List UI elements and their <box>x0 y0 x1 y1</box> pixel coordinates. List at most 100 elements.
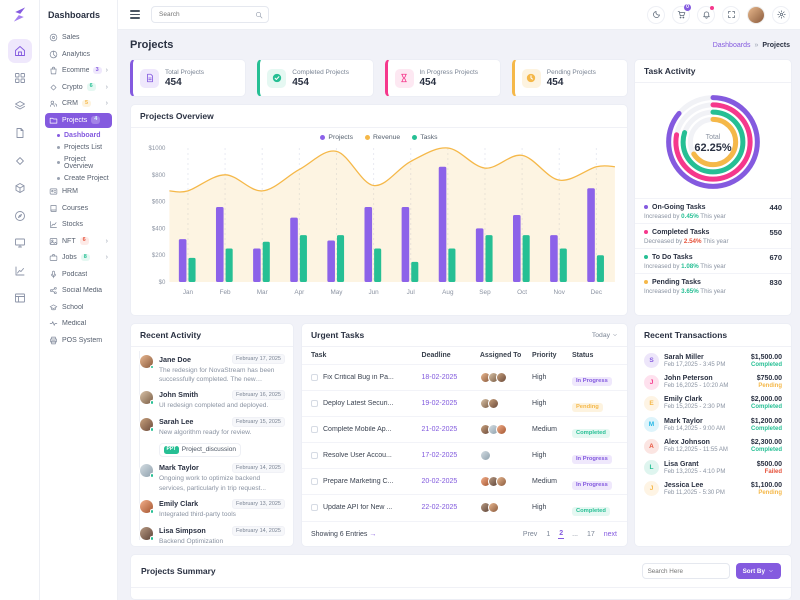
activity-user-name[interactable]: Jane Doe <box>159 354 191 364</box>
task-checkbox[interactable] <box>311 400 318 407</box>
page-1[interactable]: 1 <box>546 530 551 538</box>
sidebar-subitem-create-project[interactable]: Create Project <box>45 172 112 184</box>
topbar: 0 <box>118 0 800 30</box>
menu-toggle-icon[interactable] <box>128 8 142 20</box>
recent-activity-title: Recent Activity <box>140 330 202 340</box>
school-icon <box>49 303 58 312</box>
task-checkbox[interactable] <box>311 504 318 511</box>
activity-user-name[interactable]: Mark Taylor <box>159 463 199 473</box>
transaction-row[interactable]: E Emily Clark Feb 15,2025 - 2:30 PM $2,0… <box>635 393 791 414</box>
transaction-row[interactable]: J Jessica Lee Feb 11,2025 - 5:30 PM $1,1… <box>635 478 791 499</box>
page-next[interactable]: next <box>603 530 617 538</box>
monitor-rail-icon[interactable] <box>8 231 32 255</box>
compass-rail-icon[interactable] <box>8 204 32 228</box>
task-change: Increased by 3.65% This year <box>644 287 726 295</box>
sidebar-item-projects[interactable]: Projects 4 <box>45 112 112 128</box>
task-checkbox[interactable] <box>311 478 318 485</box>
legend-dot <box>320 135 326 140</box>
activity-user-name[interactable]: Lisa Simpson <box>159 526 206 536</box>
user-avatar[interactable] <box>747 5 765 24</box>
summary-search-input[interactable] <box>641 563 730 579</box>
sidebar-item-stocks[interactable]: Stocks <box>45 217 112 232</box>
page-2[interactable]: 2 <box>558 530 565 539</box>
sidebar-item-sales[interactable]: Sales <box>45 30 112 45</box>
sidebar-item-hrm[interactable]: HRM <box>45 184 112 199</box>
task-name[interactable]: Deploy Latest Securi... <box>323 400 394 407</box>
sidebar-item-school[interactable]: School <box>45 300 112 315</box>
notifications-bell-icon[interactable] <box>697 5 715 24</box>
attachment-chip[interactable]: PPT Project_discussion <box>159 442 241 457</box>
breadcrumb-dashboards[interactable]: Dashboards <box>712 41 751 49</box>
tasks-filter-dropdown[interactable]: Today <box>592 332 618 339</box>
legend-revenue[interactable]: Revenue <box>364 134 400 141</box>
activity-user-name[interactable]: Emily Clark <box>159 499 199 509</box>
page-17[interactable]: 17 <box>586 530 595 538</box>
chart-rail-icon[interactable] <box>8 259 32 283</box>
layers-rail-icon[interactable] <box>8 94 32 118</box>
task-checkbox[interactable] <box>311 374 318 381</box>
activity-user-name[interactable]: Sarah Lee <box>159 417 194 427</box>
sort-by-button[interactable]: Sort By <box>735 563 781 579</box>
cart-icon[interactable]: 0 <box>672 3 691 24</box>
theme-toggle-icon[interactable] <box>647 5 665 24</box>
task-type-label: Pending Tasks <box>652 278 701 286</box>
transaction-status: Completed <box>750 425 782 432</box>
sidebar-item-crypto[interactable]: Crypto 6 › <box>45 80 112 95</box>
home-rail-icon[interactable] <box>7 38 32 63</box>
task-name[interactable]: Complete Mobile Ap... <box>323 426 392 433</box>
page-prev[interactable]: Prev <box>522 530 538 538</box>
sidebar-item-podcast[interactable]: Podcast <box>45 267 112 282</box>
task-change: Increased by 1.08% This year <box>644 262 726 270</box>
sidebar-item-courses[interactable]: Courses <box>45 201 112 216</box>
sidebar-item-medical[interactable]: Medical <box>45 316 112 331</box>
sidebar-item-nft[interactable]: NFT 6 › <box>45 234 112 249</box>
task-activity-item-to-do-tasks: To Do Tasks 670 Increased by 1.08% This … <box>635 248 791 273</box>
printer-icon <box>49 336 58 345</box>
sidebar-item-social-media[interactable]: Social Media <box>45 283 112 298</box>
table-rail-icon[interactable] <box>8 286 32 310</box>
sidebar-item-jobs[interactable]: Jobs 8 › <box>45 250 112 265</box>
task-priority: Medium <box>532 478 557 485</box>
sidebar-item-pos-system[interactable]: POS System <box>45 333 112 348</box>
sidebar-subitem-project-overview[interactable]: Project Overview <box>45 153 112 172</box>
app-logo[interactable] <box>11 6 28 23</box>
sidebar-item-ecommerce[interactable]: Ecommerce3› <box>45 63 112 78</box>
activity-date: February 14, 2025 <box>232 525 285 536</box>
mic-icon <box>49 270 58 279</box>
breadcrumb-separator: » <box>754 41 759 49</box>
column-header: Assigned To <box>479 352 522 359</box>
transaction-row[interactable]: A Alex Johnson Feb 12,2025 - 11:55 AM $2… <box>635 436 791 457</box>
task-name[interactable]: Prepare Marketing C... <box>323 478 394 485</box>
transaction-status: Completed <box>750 361 782 368</box>
fullscreen-icon[interactable] <box>722 5 740 24</box>
sidebar-subitem-projects-list[interactable]: Projects List <box>45 141 112 153</box>
transaction-row[interactable]: J John Peterson Feb 16,2025 - 10:20 AM $… <box>635 371 791 392</box>
file-rail-icon[interactable] <box>8 121 32 145</box>
badge: 4 <box>91 116 101 124</box>
search-icon[interactable] <box>255 11 263 19</box>
task-name[interactable]: Fix Critical Bug in Pa... <box>323 374 394 381</box>
transaction-row[interactable]: L Lisa Grant Feb 13,2025 - 4:10 PM $500.… <box>635 457 791 478</box>
task-name[interactable]: Update API for New ... <box>323 504 393 511</box>
initial-avatar: J <box>644 481 659 497</box>
settings-gear-icon[interactable] <box>772 5 790 24</box>
grid-rail-icon[interactable] <box>8 66 32 90</box>
legend-tasks[interactable]: Tasks <box>412 134 438 141</box>
task-name[interactable]: Resolve User Accou... <box>323 452 392 459</box>
sidebar-subitem-dashboard[interactable]: Dashboard <box>45 129 112 141</box>
svg-text:Jul: Jul <box>407 289 415 296</box>
column-header: Deadline <box>421 352 451 359</box>
sidebar-item-analytics[interactable]: Analytics <box>45 47 112 62</box>
page-...[interactable]: ... <box>572 530 578 538</box>
transaction-row[interactable]: M Mark Taylor Feb 14,2025 - 9:00 AM $1,2… <box>635 414 791 435</box>
cube-rail-icon[interactable] <box>8 176 32 200</box>
transaction-row[interactable]: S Sarah Miller Feb 17,2025 - 3:45 PM $1,… <box>635 350 791 371</box>
series-dot <box>644 205 648 209</box>
sidebar-item-crm[interactable]: CRM 5 › <box>45 96 112 111</box>
task-checkbox[interactable] <box>311 452 318 459</box>
task-checkbox[interactable] <box>311 426 318 433</box>
diamond-rail-icon[interactable] <box>8 149 32 173</box>
activity-user-name[interactable]: John Smith <box>159 390 199 400</box>
search-input[interactable] <box>157 10 255 19</box>
legend-projects[interactable]: Projects <box>320 134 353 141</box>
